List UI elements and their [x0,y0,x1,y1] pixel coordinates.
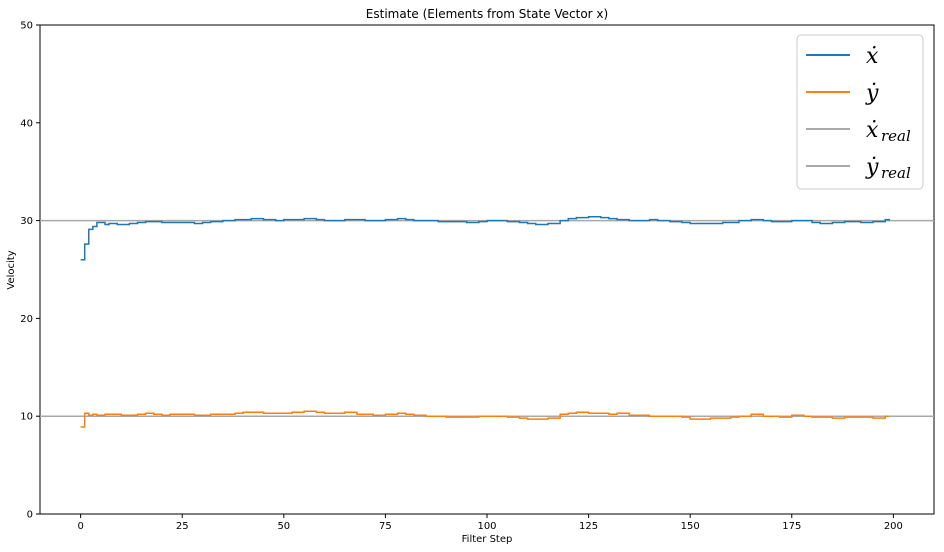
y-tick-label: 30 [20,216,33,227]
x-tick-label: 0 [77,521,83,532]
x-tick-label: 100 [477,521,496,532]
series-lines [80,215,891,428]
x-axis-ticks: 0 25 50 75 100 125 150 175 200 [77,514,903,532]
chart-title: Estimate (Elements from State Vector x) [366,7,608,21]
series-line [80,410,890,428]
series-line [80,215,891,261]
y-tick-label: 40 [20,118,33,129]
y-tick-label: 20 [20,314,33,325]
legend-box [796,34,924,190]
y-tick-label: 0 [27,510,33,521]
x-tick-label: 75 [379,521,392,532]
legend-label: ẏ [865,81,879,106]
y-tick-label: 10 [20,412,33,423]
x-tick-label: 50 [277,521,290,532]
legend-label: ẋ [866,118,879,143]
y-tick-label: 50 [20,21,33,32]
legend-label-subscript: real [881,164,911,182]
reference-lines [40,219,934,417]
legend-label-subscript: real [881,127,911,145]
y-axis-label: Velocity [6,250,17,289]
x-tick-label: 125 [579,521,598,532]
x-tick-label: 25 [176,521,189,532]
legend-label: ẋ [866,44,879,69]
x-tick-label: 200 [884,521,903,532]
x-tick-label: 150 [681,521,700,532]
x-tick-label: 175 [782,521,801,532]
x-axis-label: Filter Step [462,534,513,545]
legend-label: ẏ [865,155,879,180]
y-axis-ticks: 0 10 20 30 40 50 [20,21,40,521]
